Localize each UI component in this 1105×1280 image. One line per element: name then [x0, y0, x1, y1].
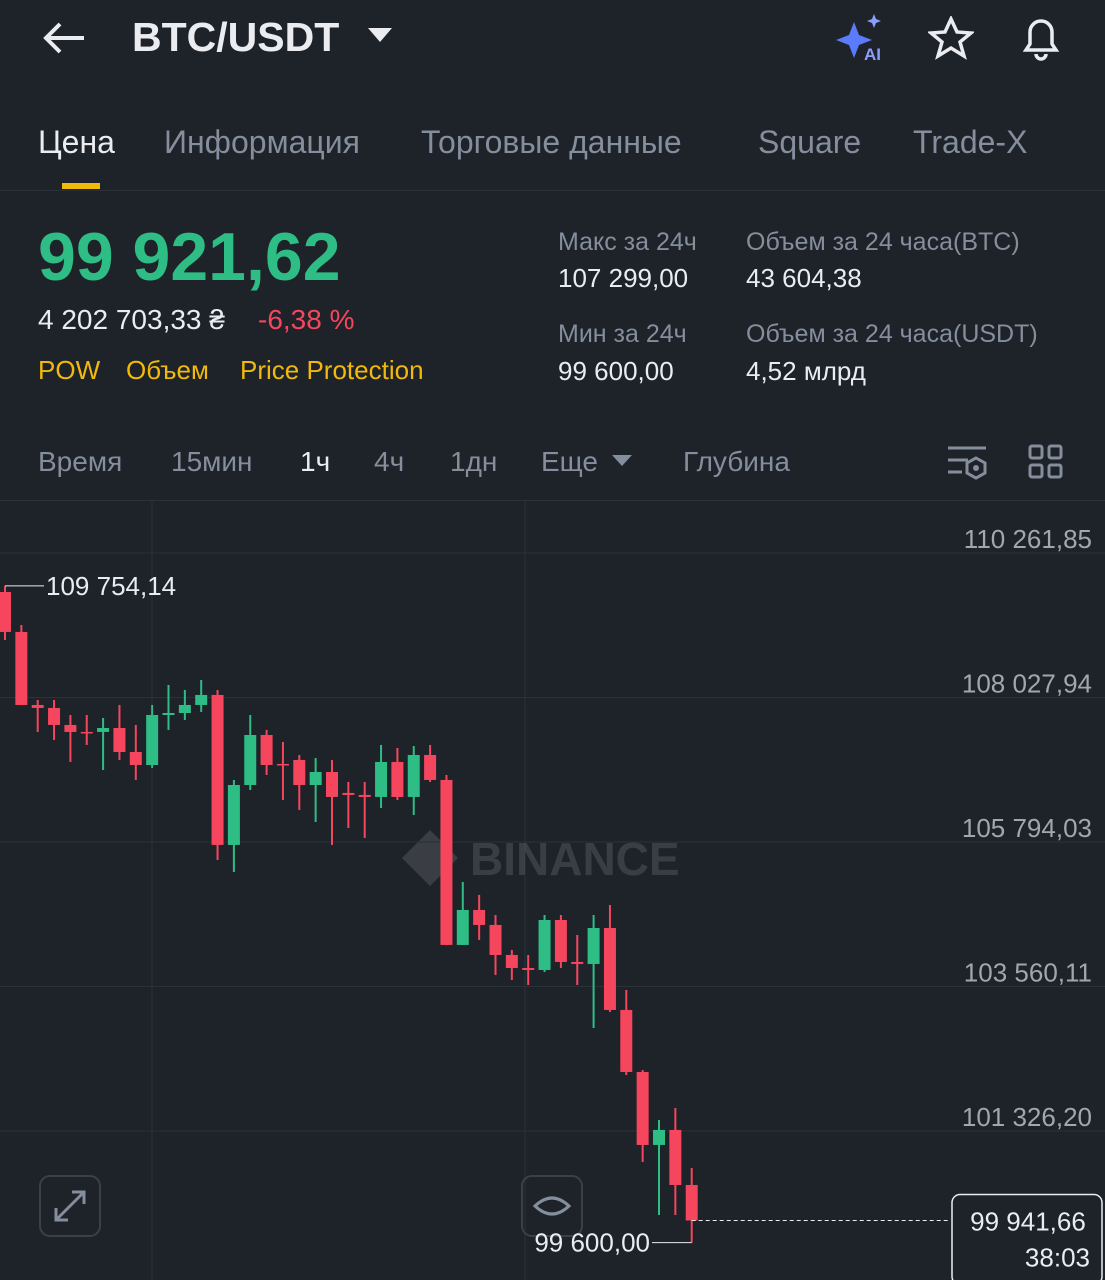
divider	[0, 190, 1105, 191]
candle-body	[407, 754, 420, 797]
candle-body	[113, 728, 126, 753]
candle-body	[522, 967, 535, 970]
candle-body	[0, 591, 11, 632]
interval[interactable]: Время	[38, 446, 123, 477]
candle-body	[391, 761, 404, 797]
tab[interactable]: Цена	[38, 124, 115, 160]
last-price-label: 99 941,66	[970, 1207, 1086, 1237]
stat-label: Объем за 24 часа(USDT)	[746, 320, 1038, 348]
candle-body	[326, 771, 338, 797]
chart: BINANCE 101 326,20 103 560,11 105 794,03 10…	[0, 500, 1105, 1280]
candle-body	[293, 759, 306, 785]
stat-value: 99 600,00	[558, 356, 674, 386]
tag[interactable]: Price Protection	[240, 355, 424, 385]
candle-body	[64, 724, 77, 732]
candle-body	[80, 731, 93, 734]
interval[interactable]: 4ч	[374, 446, 405, 477]
candle-body	[669, 1129, 682, 1185]
stat-value: 4,52 млрд	[746, 356, 866, 386]
tab[interactable]: Square	[758, 124, 862, 160]
tag[interactable]: Объем	[126, 355, 209, 385]
local-price: 4 202 703,33 ₴	[38, 304, 225, 335]
fullscreen-icon	[54, 1190, 86, 1222]
eye-icon	[532, 1196, 572, 1216]
candle-body	[211, 694, 224, 845]
tab[interactable]: Информация	[164, 124, 360, 160]
candle-body	[685, 1184, 698, 1221]
settings-button[interactable]	[946, 444, 988, 480]
candle-body	[424, 754, 437, 780]
candle-body	[571, 961, 584, 964]
candle-body	[97, 728, 110, 732]
interval[interactable]: 1дн	[450, 446, 498, 477]
max-label: 109 754,14	[46, 571, 176, 601]
min-label: 99 600,00	[534, 1228, 650, 1258]
candle-body	[653, 1129, 665, 1145]
tag[interactable]: POW	[38, 355, 101, 385]
candle-body	[31, 704, 44, 708]
ai-label: AI	[864, 45, 881, 64]
candle-body	[620, 1009, 633, 1072]
symbol[interactable]: BTC/USDT	[132, 14, 340, 60]
y-tick-label: 105 794,03	[962, 813, 1092, 843]
favorite-button[interactable]	[928, 16, 974, 60]
candle-body	[260, 734, 273, 766]
countdown: 38:03	[1025, 1243, 1090, 1273]
candle-body	[456, 909, 469, 945]
watermark-text: BINANCE	[470, 833, 680, 885]
back-button[interactable]	[40, 20, 86, 56]
candle-body	[227, 784, 240, 845]
candle-body	[129, 752, 142, 766]
candle-body	[505, 954, 518, 968]
interval[interactable]: Еще	[541, 446, 598, 477]
y-tick-label: 101 326,20	[962, 1102, 1092, 1132]
interval[interactable]: Глубина	[683, 446, 790, 477]
price-change: -6,38 %	[258, 304, 355, 335]
candle-body	[309, 771, 322, 785]
candle-body	[636, 1071, 649, 1145]
candle-body	[554, 919, 567, 962]
y-tick-label: 103 560,11	[964, 957, 1092, 987]
candle-body	[276, 763, 289, 766]
stat-value: 107 299,00	[558, 263, 689, 293]
more-dropdown[interactable]	[612, 455, 632, 467]
visibility-button[interactable]	[521, 1175, 583, 1237]
candle-body	[587, 928, 600, 964]
candle-body	[489, 924, 502, 955]
y-tick-label: 108 027,94	[962, 668, 1092, 698]
active-tab-indicator	[62, 183, 100, 189]
candle-body	[195, 694, 208, 705]
candle-body	[15, 631, 28, 705]
candle-body	[162, 712, 175, 716]
tab[interactable]: Торговые данные	[421, 124, 682, 160]
ai-button[interactable]: AI	[836, 12, 892, 64]
stat-label: Макс за 24ч	[558, 228, 697, 256]
last-price: 99 921,62	[38, 219, 341, 295]
last-price-box	[951, 1193, 1103, 1280]
candle-body	[244, 734, 257, 785]
stat-label: Объем за 24 часа(BTC)	[746, 228, 1020, 256]
candle-body	[603, 928, 616, 1010]
candle-body	[358, 794, 371, 797]
fullscreen-button[interactable]	[39, 1175, 101, 1237]
candle-body	[178, 704, 191, 713]
y-tick-label: 110 261,85	[964, 524, 1092, 554]
interval[interactable]: 1ч	[300, 446, 331, 477]
candle-body	[440, 779, 453, 945]
candle-body	[146, 715, 159, 766]
layout-button[interactable]	[1028, 444, 1064, 480]
notifications-button[interactable]	[1018, 12, 1064, 62]
candle-body	[538, 919, 551, 970]
interval[interactable]: 15мин	[171, 446, 253, 477]
candle-body	[342, 792, 355, 795]
candle-body	[375, 761, 388, 797]
stat-value: 43 604,38	[746, 263, 862, 293]
divider	[0, 500, 1105, 501]
candle-body	[48, 707, 61, 725]
symbol-dropdown[interactable]	[368, 28, 392, 44]
candle-body	[473, 909, 486, 925]
stat-label: Мин за 24ч	[558, 320, 687, 348]
tab[interactable]: Trade-X	[913, 124, 1028, 160]
